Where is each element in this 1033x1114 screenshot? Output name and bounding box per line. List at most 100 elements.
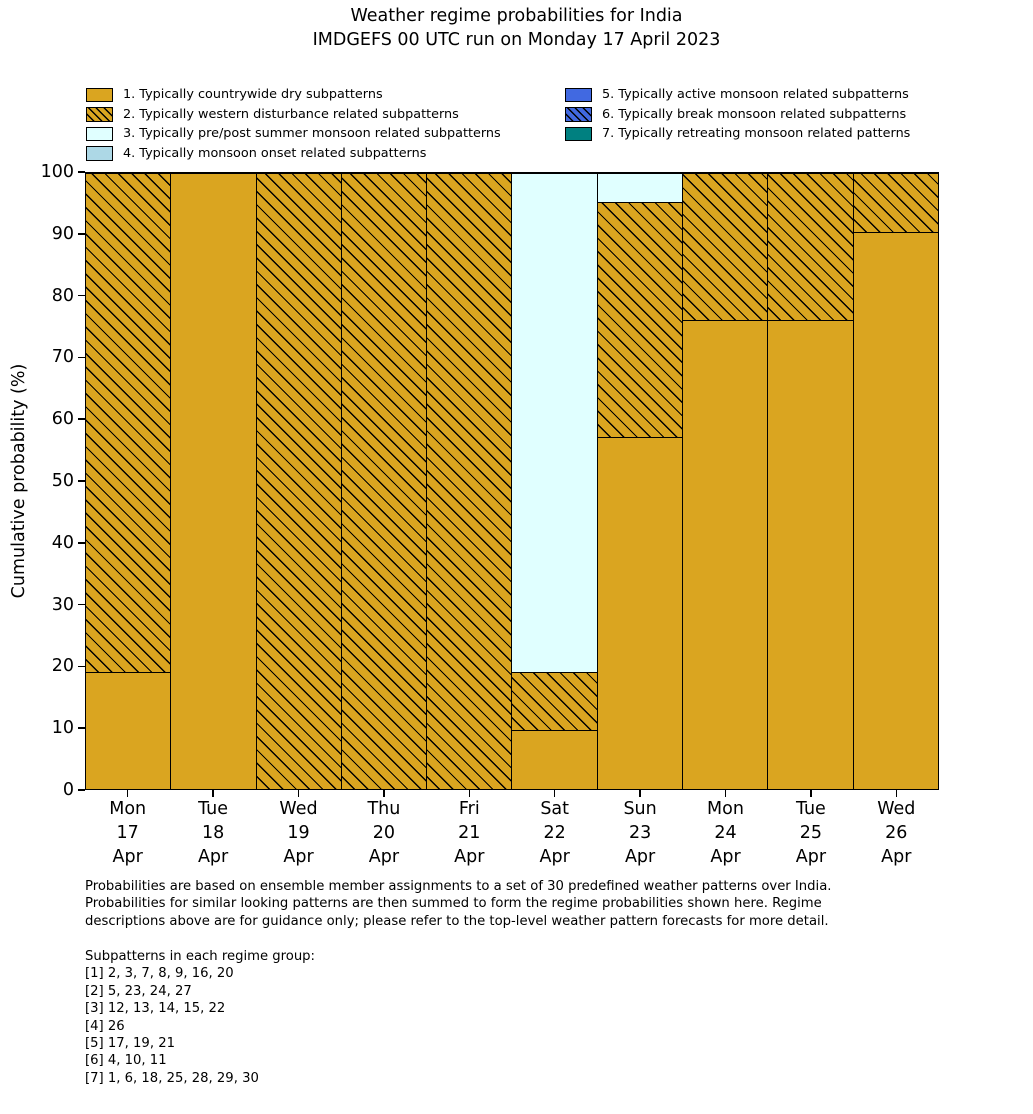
legend-swatch-3 — [86, 126, 113, 142]
legend-swatch-2 — [86, 107, 113, 122]
bar-column-8 — [682, 173, 768, 789]
x-tick-label-6: Sat 22 Apr — [539, 799, 570, 867]
bar-segment-regime-2 — [853, 173, 938, 232]
y-tick-label-90: 90 — [51, 223, 74, 244]
legend-label-6: 6. Typically break monsoon related subpa… — [602, 106, 907, 122]
subpattern-line-5: [5] 17, 19, 21 — [85, 1036, 175, 1052]
bar-column-9 — [767, 173, 853, 789]
legend-item-7: 7. Typically retreating monsoon related … — [565, 124, 910, 144]
legend-item-5: 5. Typically active monsoon related subp… — [565, 85, 910, 105]
chart-title: Weather regime probabilities for India I… — [312, 6, 721, 50]
legend-item-2: 2. Typically western disturbance related… — [86, 105, 501, 125]
legend-swatch-7 — [565, 126, 592, 142]
bar-segment-regime-2 — [86, 173, 171, 672]
x-tick-label-5: Fri 21 Apr — [454, 799, 485, 867]
subpatterns-header: Subpatterns in each regime group: — [85, 949, 316, 964]
legend-label-4: 4. Typically monsoon onset related subpa… — [123, 146, 427, 162]
legend-item-4: 4. Typically monsoon onset related subpa… — [86, 144, 501, 164]
x-tick-label-7: Sun 23 Apr — [623, 799, 657, 867]
bar-segment-regime-2 — [768, 173, 853, 320]
footer-paragraph: Probabilities are based on ensemble memb… — [85, 879, 832, 929]
legend-swatch-4 — [86, 146, 113, 161]
y-tick-mark-50 — [78, 480, 85, 482]
legend-item-6: 6. Typically break monsoon related subpa… — [565, 105, 910, 125]
bar-column-4 — [340, 173, 427, 789]
x-tick-mark-5 — [468, 790, 471, 797]
bar-segment-regime-1 — [597, 437, 683, 789]
subpattern-list: [1] 2, 3, 7, 8, 9, 16, 20 [2] 5, 23, 24, … — [85, 965, 315, 1087]
bar-segment-regime-1 — [683, 319, 768, 789]
x-tick-label-8: Mon 24 Apr — [707, 799, 744, 867]
y-tick-label-60: 60 — [51, 409, 74, 430]
bar-segment-regime-2 — [427, 173, 512, 789]
subpattern-line-2: [2] 5, 23, 24, 27 — [85, 983, 192, 999]
plot-area — [85, 172, 939, 790]
x-tick-label-1: Mon 17 Apr — [109, 799, 147, 867]
y-tick-label-0: 0 — [62, 780, 74, 800]
footer-subpatterns: Subpatterns in each regime group: [1] 2,… — [85, 948, 315, 1087]
legend-item-1: 1. Typically countrywide dry subpatterns — [86, 85, 501, 105]
bar-segment-regime-3 — [512, 173, 597, 672]
x-tick-mark-6 — [553, 790, 556, 797]
legend-item-3: 3. Typically pre/post summer monsoon rel… — [86, 124, 501, 144]
legend-swatch-6 — [565, 107, 592, 122]
legend-column-left: 1. Typically countrywide dry subpatterns… — [86, 85, 501, 163]
legend-column-right: 5. Typically active monsoon related subp… — [565, 85, 910, 144]
subpattern-line-1: [1] 2, 3, 7, 8, 9, 16, 20 — [85, 966, 234, 982]
y-tick-mark-30 — [78, 603, 85, 606]
x-tick-mark-1 — [126, 790, 129, 797]
subpattern-line-4: [4] 26 — [85, 1018, 125, 1034]
x-tick-label-9: Tue 25 Apr — [795, 799, 827, 867]
bar-segment-regime-2 — [341, 173, 427, 789]
y-tick-mark-80 — [78, 294, 85, 297]
y-tick-label-70: 70 — [51, 347, 74, 368]
bar-segment-regime-1 — [768, 319, 853, 789]
y-tick-mark-60 — [78, 418, 85, 420]
x-tick-mark-8 — [724, 790, 727, 797]
bar-column-2 — [170, 173, 256, 789]
y-tick-mark-90 — [78, 233, 85, 235]
bar-segment-regime-2 — [512, 671, 597, 731]
legend-label-3: 3. Typically pre/post summer monsoon rel… — [123, 126, 501, 142]
bar-column-7 — [596, 173, 683, 789]
y-tick-label-10: 10 — [51, 718, 74, 739]
x-tick-mark-4 — [383, 790, 385, 797]
bar-column-6 — [511, 173, 597, 789]
x-tick-label-2: Tue 18 Apr — [197, 799, 229, 867]
y-tick-mark-100 — [78, 171, 85, 173]
y-tick-label-80: 80 — [51, 285, 74, 306]
legend-label-1: 1. Typically countrywide dry subpatterns — [123, 87, 383, 103]
y-tick-mark-70 — [78, 356, 85, 359]
bar-segment-regime-2 — [256, 173, 341, 789]
bar-segment-regime-3 — [597, 173, 683, 203]
y-tick-label-50: 50 — [51, 471, 74, 491]
x-tick-label-3: Wed 19 Apr — [279, 799, 318, 867]
x-tick-mark-7 — [639, 790, 641, 797]
y-tick-label-20: 20 — [51, 656, 74, 677]
y-tick-label-40: 40 — [51, 532, 74, 553]
bar-column-5 — [426, 173, 512, 789]
y-tick-mark-20 — [78, 665, 85, 668]
bar-segment-regime-1 — [853, 231, 938, 789]
legend-label-7: 7. Typically retreating monsoon related … — [602, 126, 911, 142]
subpattern-line-6: [6] 4, 10, 11 — [85, 1053, 167, 1069]
bar-column-1 — [86, 173, 171, 789]
x-tick-label-4: Thu 20 Apr — [367, 799, 401, 867]
bar-column-3 — [255, 173, 341, 789]
bar-column-10 — [852, 173, 938, 789]
y-tick-label-30: 30 — [51, 594, 74, 615]
bar-segment-regime-1 — [86, 671, 171, 789]
y-tick-mark-0 — [78, 789, 85, 791]
x-tick-mark-10 — [895, 790, 898, 797]
y-tick-mark-10 — [78, 727, 85, 729]
bar-segment-regime-1 — [512, 730, 597, 789]
bar-segment-regime-2 — [683, 173, 768, 320]
x-tick-mark-9 — [810, 790, 812, 797]
legend-swatch-5 — [565, 87, 592, 103]
x-tick-label-10: Wed 26 Apr — [877, 799, 916, 867]
bar-segment-regime-1 — [171, 173, 256, 789]
y-tick-mark-40 — [78, 542, 85, 544]
legend-label-2: 2. Typically western disturbance related… — [123, 106, 459, 122]
subpattern-line-3: [3] 12, 13, 14, 15, 22 — [85, 1001, 226, 1017]
